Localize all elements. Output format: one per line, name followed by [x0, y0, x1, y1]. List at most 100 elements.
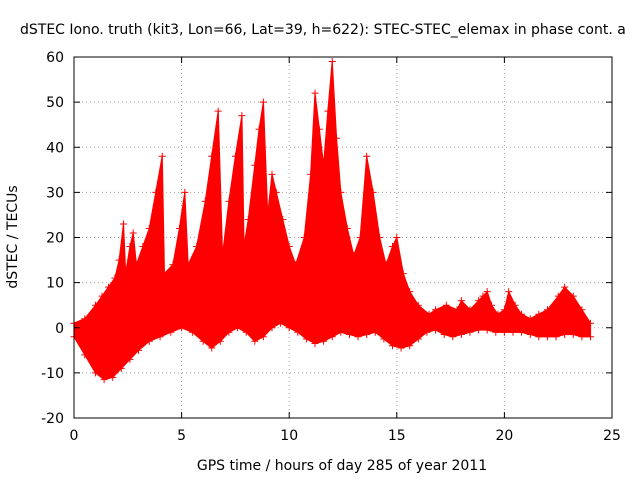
x-tick-label: 25: [603, 428, 621, 444]
data-point-upper: [307, 170, 315, 178]
data-point-lower: [414, 335, 422, 343]
data-point-lower: [242, 328, 250, 336]
data-point-lower: [277, 319, 285, 327]
data-point-lower: [518, 328, 526, 336]
data-point-lower: [380, 335, 388, 343]
data-point-upper: [569, 292, 577, 300]
data-point-upper: [251, 161, 259, 169]
data-point-upper: [457, 297, 465, 305]
data-point-upper: [369, 188, 377, 196]
data-point-upper: [244, 215, 252, 223]
data-point-upper: [225, 197, 233, 205]
y-axis: -20 -10 0 10 20 30 40 50 60: [41, 50, 612, 427]
data-point-lower: [475, 326, 483, 334]
data-point-upper: [388, 243, 396, 251]
data-point-upper: [181, 188, 189, 196]
data-point-upper: [111, 274, 119, 282]
data-point-upper: [356, 234, 364, 241]
data-point-lower: [535, 333, 543, 341]
data-point-lower: [483, 326, 491, 334]
data-point-upper: [363, 152, 371, 160]
data-point-upper: [535, 310, 543, 318]
data-point-lower: [526, 331, 534, 339]
data-point-lower: [178, 324, 186, 332]
data-point-upper: [324, 107, 332, 115]
data-point-upper: [152, 188, 160, 196]
x-tick-label: 10: [280, 428, 298, 444]
data-point-upper: [292, 261, 300, 269]
data-point-upper: [475, 297, 483, 305]
data-point-upper: [272, 188, 280, 196]
data-point-lower: [92, 369, 100, 377]
data-point-upper: [526, 315, 534, 323]
data-point-lower: [337, 328, 345, 336]
data-point-upper: [578, 306, 586, 314]
data-point-upper: [81, 315, 89, 323]
y-tick-label: 20: [46, 231, 64, 247]
data-point-upper: [393, 234, 401, 241]
data-point-lower: [156, 333, 164, 341]
x-axis-label: GPS time / hours of day 285 of year 2011: [197, 458, 487, 474]
data-point-lower: [345, 331, 353, 339]
data-point-upper: [414, 301, 422, 309]
data-point-upper: [184, 261, 192, 269]
y-tick-label: 10: [46, 276, 64, 292]
data-point-lower: [449, 333, 457, 341]
data-point-upper: [122, 270, 130, 278]
data-point-upper: [333, 134, 341, 142]
data-point-upper: [208, 152, 216, 160]
data-point-upper: [119, 220, 127, 228]
data-point-upper: [98, 292, 106, 300]
data-point-upper: [479, 292, 487, 300]
data-point-lower: [268, 324, 276, 332]
data-point-upper: [466, 306, 474, 314]
data-point-upper: [238, 112, 246, 120]
data-point-upper: [399, 270, 407, 278]
data-point-lower: [81, 351, 89, 359]
data-point-lower: [167, 328, 175, 336]
data-point-lower: [259, 333, 267, 341]
data-point-upper: [169, 261, 177, 269]
data-point-lower: [109, 373, 117, 381]
data-point-upper: [158, 152, 166, 160]
data-point-lower: [406, 342, 414, 350]
data-point-lower: [586, 333, 594, 341]
y-tick-label: -20: [41, 411, 64, 427]
data-point-upper: [300, 234, 308, 241]
data-point-upper: [500, 306, 508, 314]
data-point-lower: [208, 344, 216, 352]
data-point-upper: [255, 125, 263, 133]
data-point-upper: [132, 261, 140, 269]
data-point-lower: [302, 335, 310, 343]
data-point-upper: [518, 310, 526, 318]
data-point-upper: [543, 306, 551, 314]
data-point-upper: [139, 243, 147, 251]
data-point-lower: [457, 331, 465, 339]
data-point-lower: [251, 337, 259, 345]
data-point-upper: [343, 224, 351, 232]
data-point-upper: [268, 170, 276, 178]
data-point-lower: [569, 331, 577, 339]
data-point-upper: [425, 310, 433, 318]
y-tick-label: -10: [41, 366, 64, 382]
data-point-lower: [311, 340, 319, 348]
y-axis-label: dSTEC / TECUs: [5, 185, 21, 288]
data-point-upper: [311, 89, 319, 97]
y-tick-label: 40: [46, 140, 64, 156]
data-point-lower: [126, 355, 134, 363]
plot-area: [70, 58, 594, 384]
data-point-upper: [145, 224, 153, 232]
data-point-lower: [225, 328, 233, 336]
data-point-upper: [218, 252, 226, 260]
data-point-lower: [371, 328, 379, 336]
x-axis: 0 5 10 15 20 25: [70, 57, 621, 444]
series-area-0: [73, 60, 592, 381]
data-point-lower: [440, 331, 448, 339]
data-point-upper: [320, 161, 328, 169]
data-point-upper: [115, 256, 123, 264]
data-point-lower: [328, 333, 336, 341]
y-tick-label: 50: [46, 95, 64, 111]
data-point-lower: [397, 344, 405, 352]
data-point-lower: [500, 328, 508, 336]
x-tick-label: 5: [177, 428, 186, 444]
